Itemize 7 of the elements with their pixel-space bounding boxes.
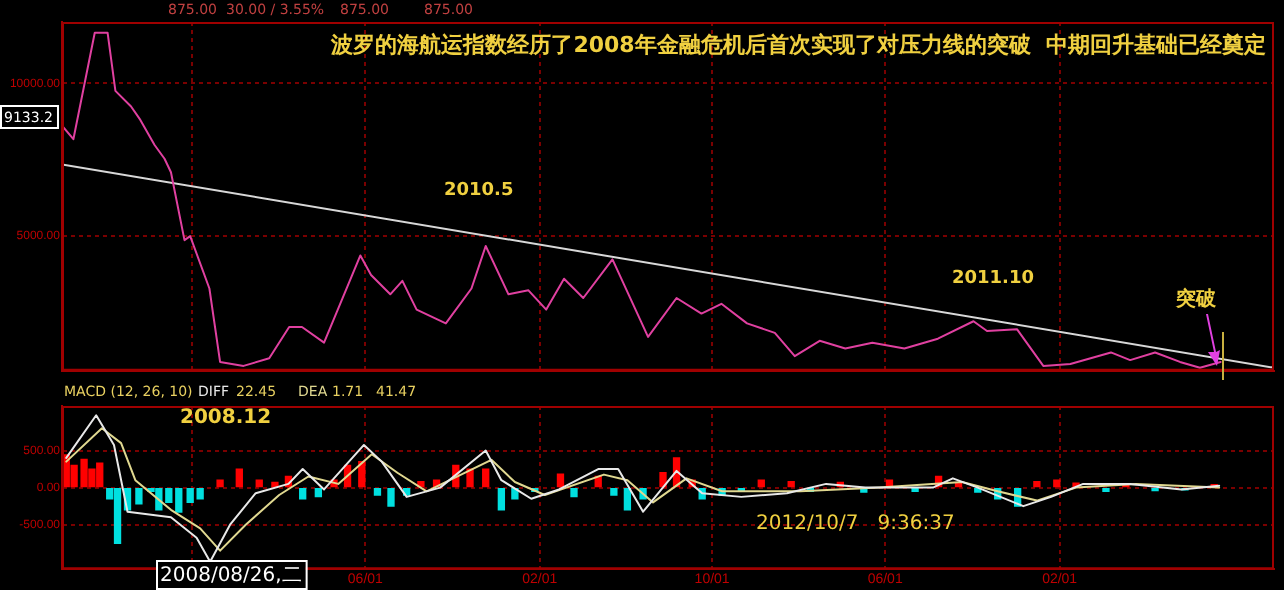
annotation: 2008.12 <box>180 407 272 430</box>
annotation: 2010.5 <box>444 180 514 201</box>
annotation: 突破 <box>1174 287 1218 312</box>
text: 波罗的海航运指数经历了2008年金融危机后首次实现了对压力线的突破 中期回升基础已经奠定 <box>329 31 1266 58</box>
annotation: 2012/10/7 9:36:37 <box>756 513 955 536</box>
annotation: 2011.10 <box>952 268 1034 289</box>
annotation: 2008/08/26,二 <box>160 565 302 588</box>
